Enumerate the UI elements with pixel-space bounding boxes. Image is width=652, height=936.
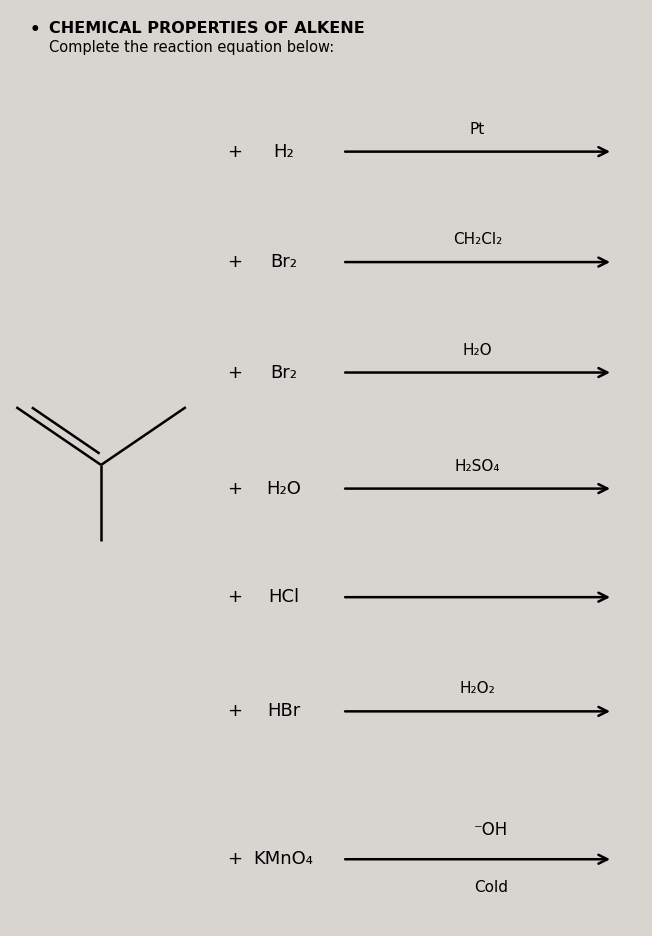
- Text: Br₂: Br₂: [270, 363, 297, 382]
- Text: +: +: [227, 253, 243, 271]
- Text: +: +: [227, 702, 243, 721]
- Text: H₂O: H₂O: [266, 479, 301, 498]
- Text: HCl: HCl: [268, 588, 299, 607]
- Text: H₂SO₄: H₂SO₄: [455, 459, 500, 474]
- Text: +: +: [227, 479, 243, 498]
- Text: Complete the reaction equation below:: Complete the reaction equation below:: [49, 40, 334, 55]
- Text: CH₂Cl₂: CH₂Cl₂: [453, 232, 502, 247]
- Text: KMnO₄: KMnO₄: [254, 850, 314, 869]
- Text: CHEMICAL PROPERTIES OF ALKENE: CHEMICAL PROPERTIES OF ALKENE: [49, 21, 364, 36]
- Text: +: +: [227, 588, 243, 607]
- Text: H₂O: H₂O: [463, 343, 492, 358]
- Text: +: +: [227, 363, 243, 382]
- Text: HBr: HBr: [267, 702, 300, 721]
- Text: Br₂: Br₂: [270, 253, 297, 271]
- Text: +: +: [227, 850, 243, 869]
- Text: +: +: [227, 142, 243, 161]
- Text: Cold: Cold: [473, 880, 508, 895]
- Text: H₂O₂: H₂O₂: [460, 681, 496, 696]
- Text: ⁻OH: ⁻OH: [473, 821, 508, 839]
- Text: H₂: H₂: [273, 142, 294, 161]
- Text: •: •: [29, 21, 40, 38]
- Text: Pt: Pt: [470, 122, 485, 137]
